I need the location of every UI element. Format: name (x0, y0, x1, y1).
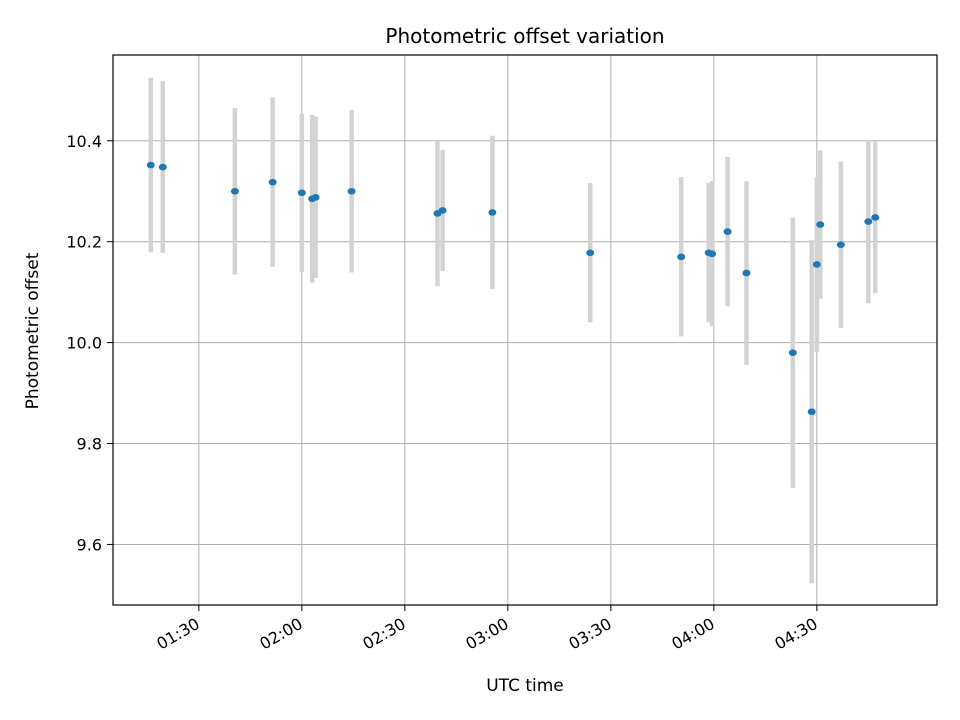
y-axis-ticks: 9.6 9.8 10.0 10.2 10.4 (66, 132, 113, 554)
data-point (871, 214, 880, 221)
data-point (708, 250, 717, 258)
data-point (230, 187, 239, 195)
data-point (158, 163, 167, 171)
y-tick-label: 10.4 (66, 132, 102, 151)
y-tick-label: 10.2 (66, 233, 102, 252)
data-point (788, 349, 797, 357)
data-point (347, 187, 356, 195)
data-point (677, 253, 686, 261)
y-tick-label: 9.6 (77, 535, 102, 554)
x-axis-label: UTC time (486, 676, 564, 696)
data-point (742, 269, 751, 277)
data-point (836, 241, 845, 249)
data-point (723, 228, 732, 235)
y-tick-label: 9.8 (77, 435, 102, 454)
data-point (586, 249, 595, 257)
data-point (438, 207, 447, 214)
data-point (297, 189, 306, 197)
data-point (311, 193, 320, 201)
data-point (807, 408, 816, 416)
data-point (812, 261, 821, 268)
data-point (864, 218, 873, 225)
data-point (146, 161, 155, 169)
data-point (268, 178, 277, 186)
data-point (816, 221, 825, 228)
y-axis-label: Photometric offset (23, 252, 43, 409)
data-points (146, 161, 880, 416)
plot-frame (112, 54, 938, 606)
chart-title: Photometric offset variation (385, 24, 664, 48)
y-tick-label: 10.0 (66, 334, 102, 353)
data-point (488, 209, 497, 216)
